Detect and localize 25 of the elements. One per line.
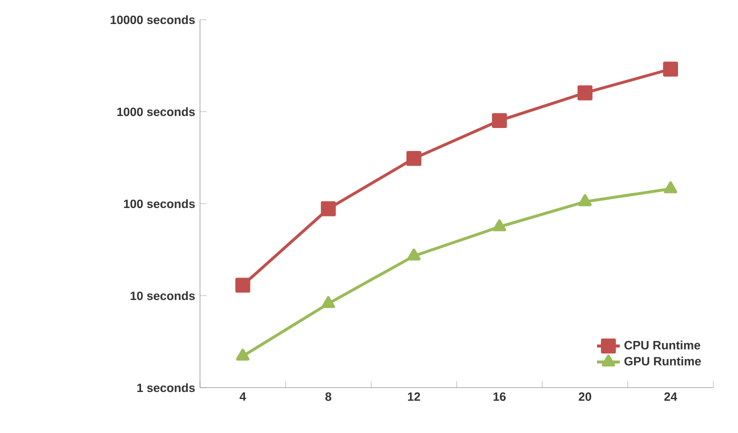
point — [406, 151, 422, 166]
y-tick-label: 1 seconds — [137, 383, 195, 392]
x-tick-label: 4 — [240, 392, 246, 401]
point — [492, 113, 507, 128]
x-tick-label: 12 — [408, 392, 420, 401]
point — [320, 201, 336, 216]
point — [236, 348, 250, 361]
point — [407, 248, 421, 260]
x-tick-label: 8 — [325, 392, 332, 401]
point — [663, 62, 678, 77]
x-tick-label: 16 — [494, 392, 506, 401]
y-tick-label: 100 seconds — [124, 199, 195, 208]
y-tick-label: 10000 seconds — [110, 15, 195, 24]
legend-label: GPU Runtime — [624, 356, 701, 366]
x-tick-label: 20 — [578, 392, 592, 401]
point — [235, 278, 250, 293]
point — [322, 296, 336, 308]
point — [578, 85, 592, 100]
y-tick-label: 10 seconds — [130, 291, 195, 300]
legend-label: CPU Runtime — [624, 340, 700, 350]
x-tick-label: 24 — [664, 392, 678, 401]
point — [664, 181, 678, 194]
point — [492, 219, 506, 232]
point — [578, 194, 592, 206]
y-tick-label: 1000 seconds — [117, 107, 195, 116]
